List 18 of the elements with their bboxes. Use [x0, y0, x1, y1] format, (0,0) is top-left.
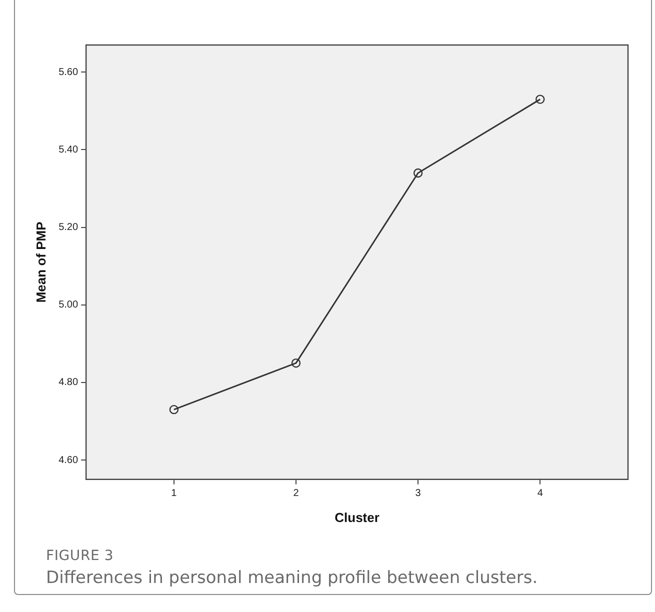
- text: Differences in personal meaning profile between clusters.: [46, 568, 538, 588]
- caption: FIGURE 3: [46, 548, 115, 564]
- point: [413, 168, 423, 178]
- y-axis-title: Mean of PMP: [33, 221, 48, 303]
- y-tick-label: 5.40: [58, 144, 78, 156]
- y-tick-label: 5.00: [58, 300, 78, 311]
- x-axis-title: Cluster: [334, 510, 380, 525]
- x-tick-label: 4: [537, 488, 544, 500]
- x-tick-label: 2: [293, 488, 300, 500]
- x-tick-label: 1: [171, 488, 178, 500]
- point: [536, 94, 545, 104]
- y-tick-label: 5.60: [58, 66, 78, 78]
- y-tick-label: 4.80: [58, 377, 78, 388]
- point: [291, 358, 301, 368]
- y-tick-label: 4.60: [58, 454, 78, 466]
- y-tick-label: 5.20: [58, 222, 78, 234]
- point: [169, 404, 179, 414]
- x-tick-label: 3: [415, 488, 422, 500]
